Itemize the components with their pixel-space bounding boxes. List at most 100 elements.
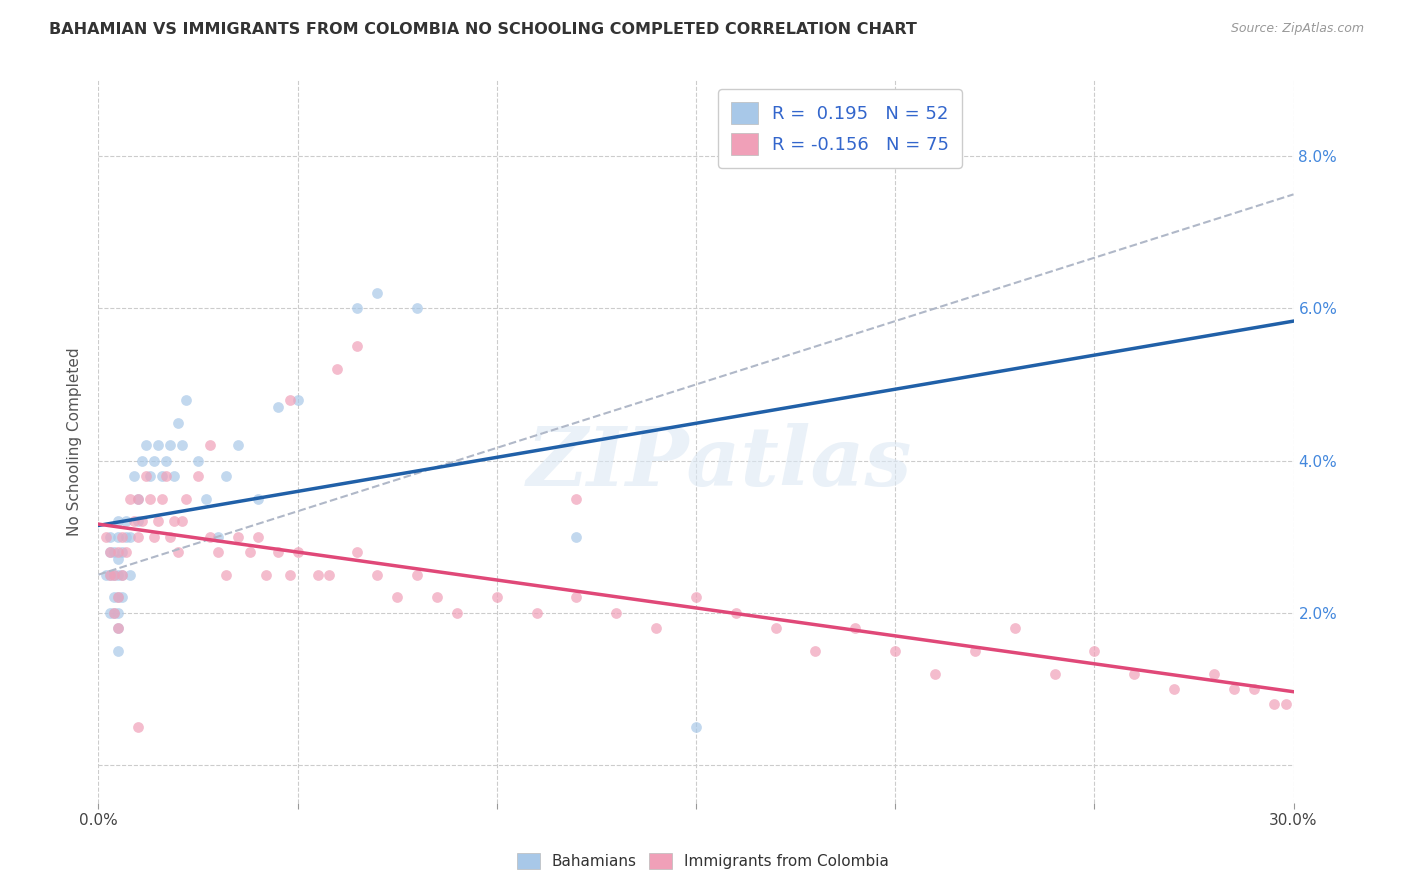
Point (103, 591, 125, 605)
Point (645, 621, 668, 635)
Point (107, 621, 129, 635)
Point (124, 515, 146, 529)
Legend: Bahamians, Immigrants from Colombia: Bahamians, Immigrants from Colombia (510, 847, 896, 875)
Point (172, 438, 194, 452)
Legend: R =  0.195   N = 52, R = -0.156   N = 75: R = 0.195 N = 52, R = -0.156 N = 75 (718, 89, 962, 168)
Point (107, 606, 129, 620)
Point (1083, 643, 1105, 657)
Point (198, 438, 221, 452)
Point (226, 530, 249, 544)
Point (207, 530, 229, 544)
Point (167, 545, 190, 559)
Point (239, 545, 262, 559)
Point (111, 545, 134, 559)
Point (159, 438, 181, 452)
Point (605, 606, 627, 620)
Point (278, 392, 301, 407)
Point (385, 591, 409, 605)
Point (120, 530, 142, 544)
Point (226, 438, 249, 452)
Point (174, 491, 197, 506)
Point (107, 591, 129, 605)
Point (844, 621, 866, 635)
Point (1123, 666, 1146, 681)
Point (163, 515, 186, 529)
Point (198, 530, 221, 544)
Point (124, 468, 146, 483)
Point (565, 530, 588, 544)
Point (115, 515, 138, 529)
Point (963, 643, 986, 657)
Point (127, 530, 149, 544)
Point (120, 491, 142, 506)
Point (148, 438, 170, 452)
Point (143, 530, 166, 544)
Point (135, 438, 157, 452)
Point (215, 567, 238, 582)
Point (98, 567, 122, 582)
Point (107, 530, 129, 544)
Point (307, 567, 329, 582)
Point (195, 491, 218, 506)
Point (485, 591, 508, 605)
Point (1202, 666, 1225, 681)
Point (103, 606, 125, 620)
Point (1004, 621, 1026, 635)
Point (565, 591, 588, 605)
Point (174, 392, 197, 407)
Point (103, 567, 125, 582)
Point (107, 621, 129, 635)
Point (346, 339, 368, 353)
Point (111, 567, 134, 582)
Point (207, 545, 229, 559)
Point (98, 606, 122, 620)
Point (1223, 681, 1246, 696)
Point (526, 606, 548, 620)
Point (107, 643, 129, 657)
Point (103, 606, 125, 620)
Point (155, 453, 177, 467)
Point (765, 621, 787, 635)
Point (96, 567, 118, 582)
Point (139, 491, 162, 506)
Point (685, 591, 707, 605)
Point (172, 515, 194, 529)
Point (148, 515, 170, 529)
Point (150, 468, 173, 483)
Point (127, 491, 149, 506)
Point (163, 468, 186, 483)
Point (366, 567, 388, 582)
Point (187, 468, 209, 483)
Point (115, 545, 138, 559)
Point (287, 545, 309, 559)
Y-axis label: No Schooling Completed: No Schooling Completed (67, 347, 83, 536)
Point (115, 530, 138, 544)
Text: Source: ZipAtlas.com: Source: ZipAtlas.com (1230, 22, 1364, 36)
Point (426, 591, 449, 605)
Point (724, 606, 747, 620)
Point (131, 515, 153, 529)
Text: BAHAMIAN VS IMMIGRANTS FROM COLOMBIA NO SCHOOLING COMPLETED CORRELATION CHART: BAHAMIAN VS IMMIGRANTS FROM COLOMBIA NO … (49, 22, 917, 37)
Point (135, 468, 157, 483)
Point (187, 453, 209, 467)
Point (1263, 697, 1285, 711)
Point (131, 453, 153, 467)
Point (127, 515, 149, 529)
Point (107, 515, 129, 529)
Point (107, 545, 129, 559)
Point (346, 545, 368, 559)
Point (111, 530, 134, 544)
Point (1243, 681, 1265, 696)
Point (287, 392, 309, 407)
Point (98, 567, 122, 582)
Point (366, 286, 388, 301)
Point (278, 567, 301, 582)
Point (565, 491, 588, 506)
Point (107, 591, 129, 605)
Point (406, 567, 429, 582)
Point (96, 530, 118, 544)
Point (107, 552, 129, 566)
Point (103, 567, 125, 582)
Point (246, 530, 269, 544)
Point (98, 545, 122, 559)
